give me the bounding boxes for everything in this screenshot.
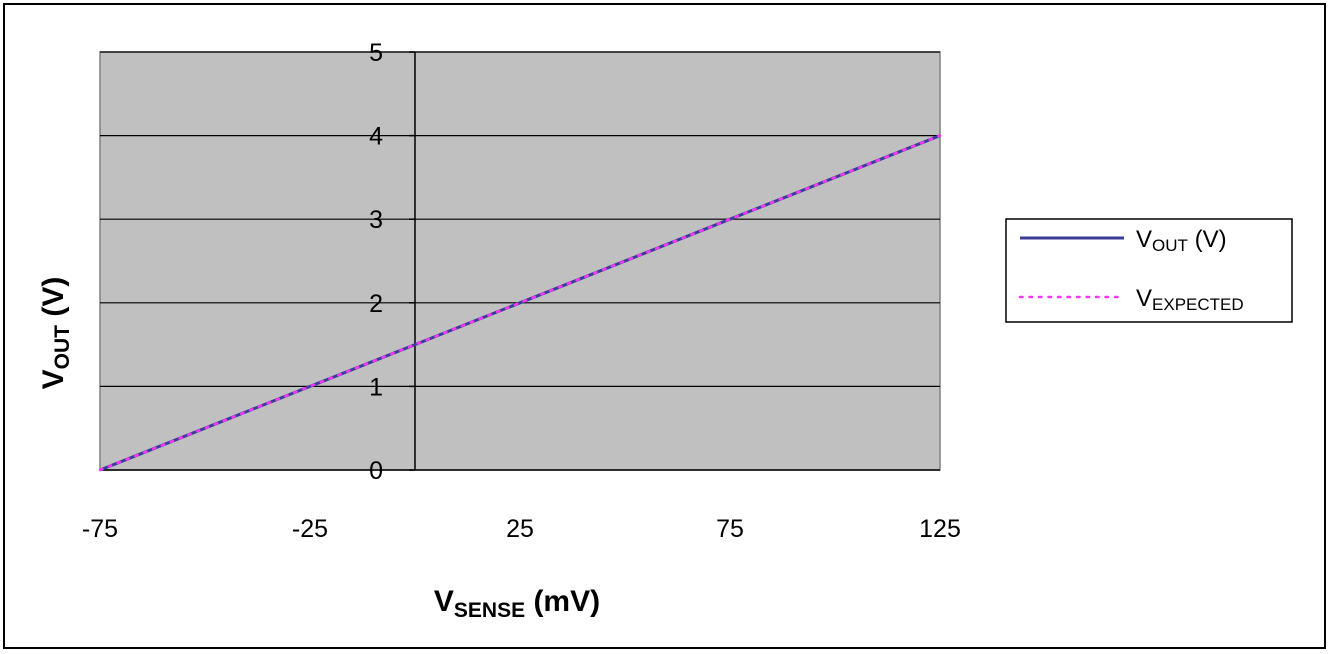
y-tick-label: 4 bbox=[369, 123, 383, 151]
x-tick-label: -75 bbox=[82, 515, 118, 543]
y-tick-label: 3 bbox=[369, 206, 383, 234]
y-tick-label: 2 bbox=[369, 290, 383, 318]
x-tick-label: 75 bbox=[716, 515, 744, 543]
legend: VOUT (V) VEXPECTED bbox=[1006, 219, 1292, 322]
y-tick-label: 0 bbox=[369, 457, 383, 485]
x-tick-label: -25 bbox=[292, 515, 328, 543]
plot-area bbox=[100, 52, 940, 470]
y-tick-label: 1 bbox=[369, 373, 383, 401]
x-tick-labels: -75 -25 25 75 125 bbox=[82, 515, 961, 543]
y-tick-label: 5 bbox=[369, 39, 383, 67]
x-tick-label: 125 bbox=[919, 515, 961, 543]
x-tick-label: 25 bbox=[506, 515, 534, 543]
y-axis-label: VOUT (V) bbox=[37, 277, 74, 390]
x-axis-label: VSENSE (mV) bbox=[434, 585, 600, 622]
